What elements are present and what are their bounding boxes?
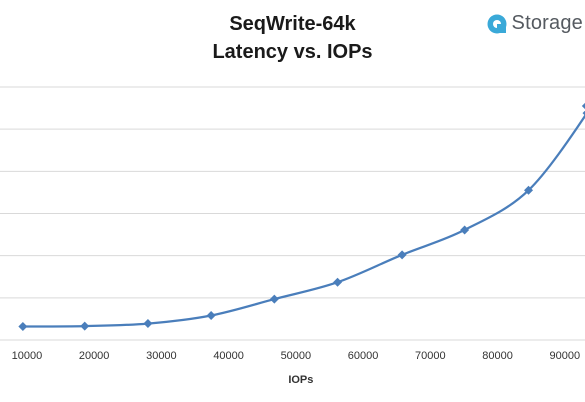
data-point-marker <box>269 294 279 304</box>
data-point-marker <box>460 225 470 235</box>
x-tick-label: 30000 <box>146 350 177 362</box>
x-tick-label: 70000 <box>415 350 446 362</box>
x-tick-labels: 10000 20000 30000 40000 50000 60000 70000 80000… <box>12 350 581 362</box>
brand-logo: Storage <box>486 12 583 35</box>
data-point-marker <box>582 110 585 116</box>
chart-title-line1: SeqWrite-64k <box>229 13 356 35</box>
x-tick-label: 90000 <box>550 350 581 362</box>
x-tick-label: 10000 <box>12 350 43 362</box>
grid-lines <box>0 86 585 341</box>
data-point-marker <box>524 185 534 195</box>
data-point-marker <box>18 322 28 332</box>
x-tick-label: 40000 <box>213 350 244 362</box>
data-markers <box>18 102 585 332</box>
chart-title-line2: Latency vs. IOPs <box>212 41 373 63</box>
x-tick-label: 60000 <box>348 350 379 362</box>
data-point-marker <box>333 277 343 287</box>
data-point-marker <box>206 311 216 321</box>
data-point-marker <box>80 321 90 331</box>
brand-name: Storage <box>511 12 583 34</box>
x-tick-label: 50000 <box>281 350 312 362</box>
x-tick-label: 80000 <box>482 350 513 362</box>
x-tick-label: 20000 <box>79 350 110 362</box>
data-point-marker <box>143 319 153 329</box>
x-axis-title: IOPs <box>288 374 313 386</box>
chart-title: SeqWrite-64k Latency vs. IOPs <box>0 10 585 66</box>
data-point-marker <box>581 102 585 110</box>
storage-logo-icon <box>487 14 507 33</box>
series-line <box>22 114 585 328</box>
data-point-marker <box>397 250 407 260</box>
